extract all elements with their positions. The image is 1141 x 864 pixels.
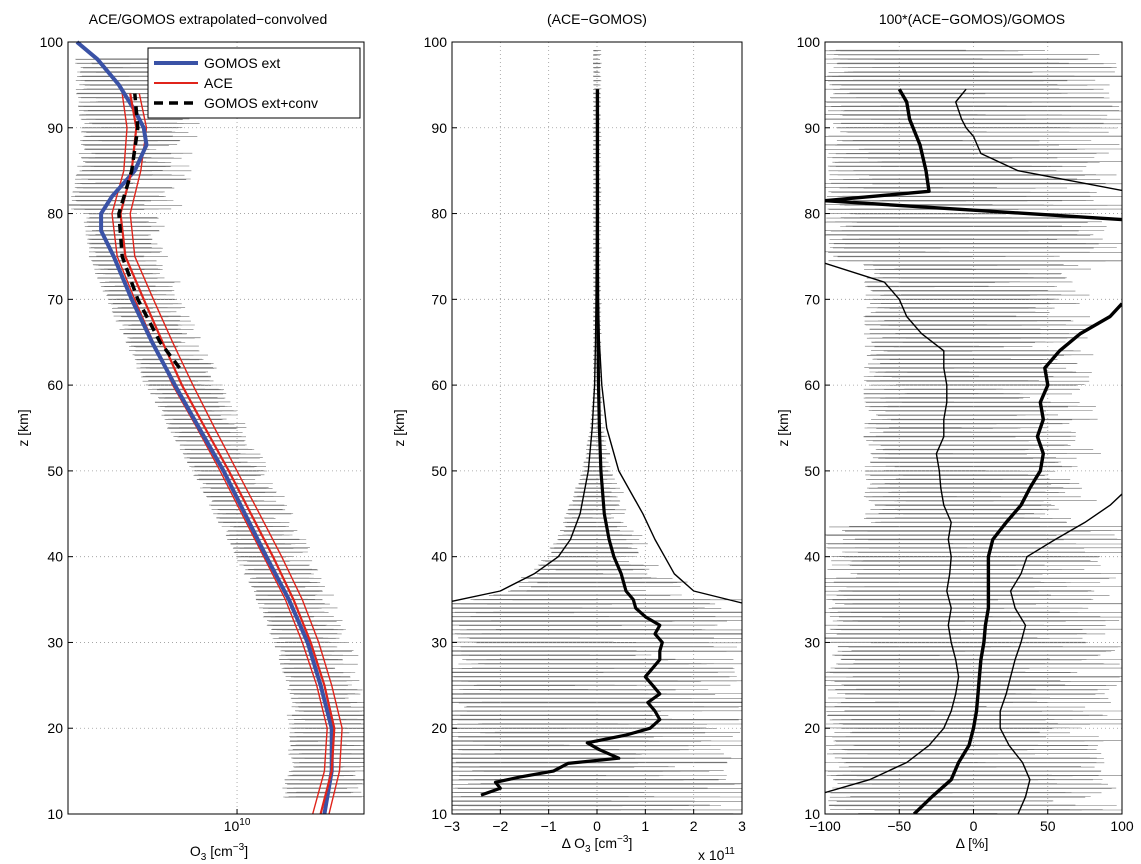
panel-1-grid	[68, 42, 364, 814]
ace-band-low-line	[111, 93, 328, 815]
panel-2-title: (ACE−GOMOS)	[547, 11, 647, 27]
x-tick-label: 0	[970, 818, 978, 834]
y-tick-label: 50	[804, 463, 820, 479]
y-tick-label: 80	[431, 206, 447, 222]
y-tick-label: 80	[47, 206, 63, 222]
y-tick-label: 10	[47, 806, 63, 822]
y-tick-label: 30	[804, 634, 820, 650]
panel-2-y-label: z [km]	[391, 409, 407, 446]
y-tick-label: 70	[804, 291, 820, 307]
y-tick-label: 20	[431, 720, 447, 736]
y-tick-label: 60	[47, 377, 63, 393]
y-tick-label: 20	[804, 720, 820, 736]
difference-spread-line	[451, 89, 598, 602]
y-tick-label: 70	[431, 291, 447, 307]
legend-label-gomos-conv: GOMOS ext+conv	[204, 95, 318, 111]
difference-spread-line	[597, 89, 743, 604]
y-tick-label: 60	[804, 377, 820, 393]
y-tick-label: 40	[431, 549, 447, 565]
y-tick-label: 10	[431, 806, 447, 822]
y-tick-label: 70	[47, 291, 63, 307]
y-tick-label: 100	[797, 34, 821, 50]
panel-3-series	[825, 88, 1122, 814]
panel-1-x-label: O3 [cm−3]	[190, 842, 248, 863]
x-tick-label: −100	[809, 818, 841, 834]
panel-1-series	[75, 40, 336, 815]
panel-2-x-ticks: −3 −2 −1 0 1 2 3	[444, 809, 746, 834]
panel-2-x-label: Δ O3 [cm−3]	[562, 834, 633, 855]
x-tick-label: −2	[492, 818, 508, 834]
ace-band-high-line	[129, 93, 343, 815]
legend: GOMOS ext ACE GOMOS ext+conv	[147, 47, 361, 119]
relative-mean-line	[912, 302, 1122, 814]
panel-1-ace-band	[111, 93, 343, 815]
y-tick-label: 10	[804, 806, 820, 822]
y-tick-label: 20	[47, 720, 63, 736]
y-tick-label: 90	[431, 120, 447, 136]
x-tick-label: 1010	[224, 817, 251, 834]
relative-spread-line	[825, 262, 960, 794]
panel-3-scatter	[825, 49, 1122, 814]
panel-3-title: 100*(ACE−GOMOS)/GOMOS	[879, 11, 1065, 27]
y-tick-label: 40	[47, 549, 63, 565]
panel-3: 100*(ACE−GOMOS)/GOMOS 10 20 30 40 50 60 70 80 90…	[775, 11, 1134, 851]
x-tick-label: 3	[738, 818, 746, 834]
panel-3-x-label: Δ [%]	[956, 835, 989, 851]
y-tick-label: 50	[431, 463, 447, 479]
series-ace-line	[119, 93, 336, 815]
relative-spread-line	[999, 493, 1122, 814]
x-tick-label: −1	[541, 818, 557, 834]
y-tick-label: 100	[40, 34, 64, 50]
y-tick-label: 60	[431, 377, 447, 393]
y-tick-label: 40	[804, 549, 820, 565]
y-tick-label: 90	[804, 120, 820, 136]
x-tick-label: −3	[444, 818, 460, 834]
relative-mean-line-upper	[825, 88, 1122, 222]
x-tick-label: 2	[690, 818, 698, 834]
x-tick-label: −50	[887, 818, 911, 834]
y-tick-label: 80	[804, 206, 820, 222]
legend-label-gomos-ext: GOMOS ext	[204, 55, 280, 71]
panel-1-scatter	[68, 58, 364, 798]
profile-scatter	[68, 58, 364, 798]
panel-3-y-label: z [km]	[775, 409, 791, 446]
panel-1-title: ACE/GOMOS extrapolated−convolved	[89, 11, 328, 27]
profile-scatter	[825, 49, 1122, 814]
y-tick-label: 30	[431, 634, 447, 650]
panel-1-y-label: z [km]	[15, 409, 31, 446]
y-tick-label: 90	[47, 120, 63, 136]
panel-3-y-ticks: 10 20 30 40 50 60 70 80 90 100	[797, 34, 830, 822]
relative-spread-line-upper	[955, 88, 1122, 192]
panel-1-x-ticks: 1010	[224, 809, 251, 834]
panel-1-frame	[67, 41, 365, 815]
x-tick-label: 100	[1110, 818, 1134, 834]
series-gomos-ext-line	[75, 40, 334, 815]
panel-3-x-ticks: −100 −50 0 50 100	[809, 809, 1134, 834]
y-tick-label: 100	[424, 34, 448, 50]
panel-2-x-multiplier: x 1011	[698, 846, 735, 863]
x-tick-label: 0	[593, 818, 601, 834]
y-tick-label: 50	[47, 463, 63, 479]
x-tick-label: 50	[1040, 818, 1056, 834]
x-tick-label: 1	[641, 818, 649, 834]
panel-1: ACE/GOMOS extrapolated−convolved 10 20 30 4…	[15, 11, 365, 863]
panel-2-series	[451, 89, 743, 797]
y-tick-label: 30	[47, 634, 63, 650]
panel-2-y-ticks: 10 20 30 40 50 60 70 80 90 100	[424, 34, 457, 822]
mean-difference-line	[480, 89, 664, 797]
panel-1-y-ticks: 10 20 30 40 50 60 70 80 90 100	[40, 34, 73, 822]
legend-label-ace: ACE	[204, 75, 233, 91]
